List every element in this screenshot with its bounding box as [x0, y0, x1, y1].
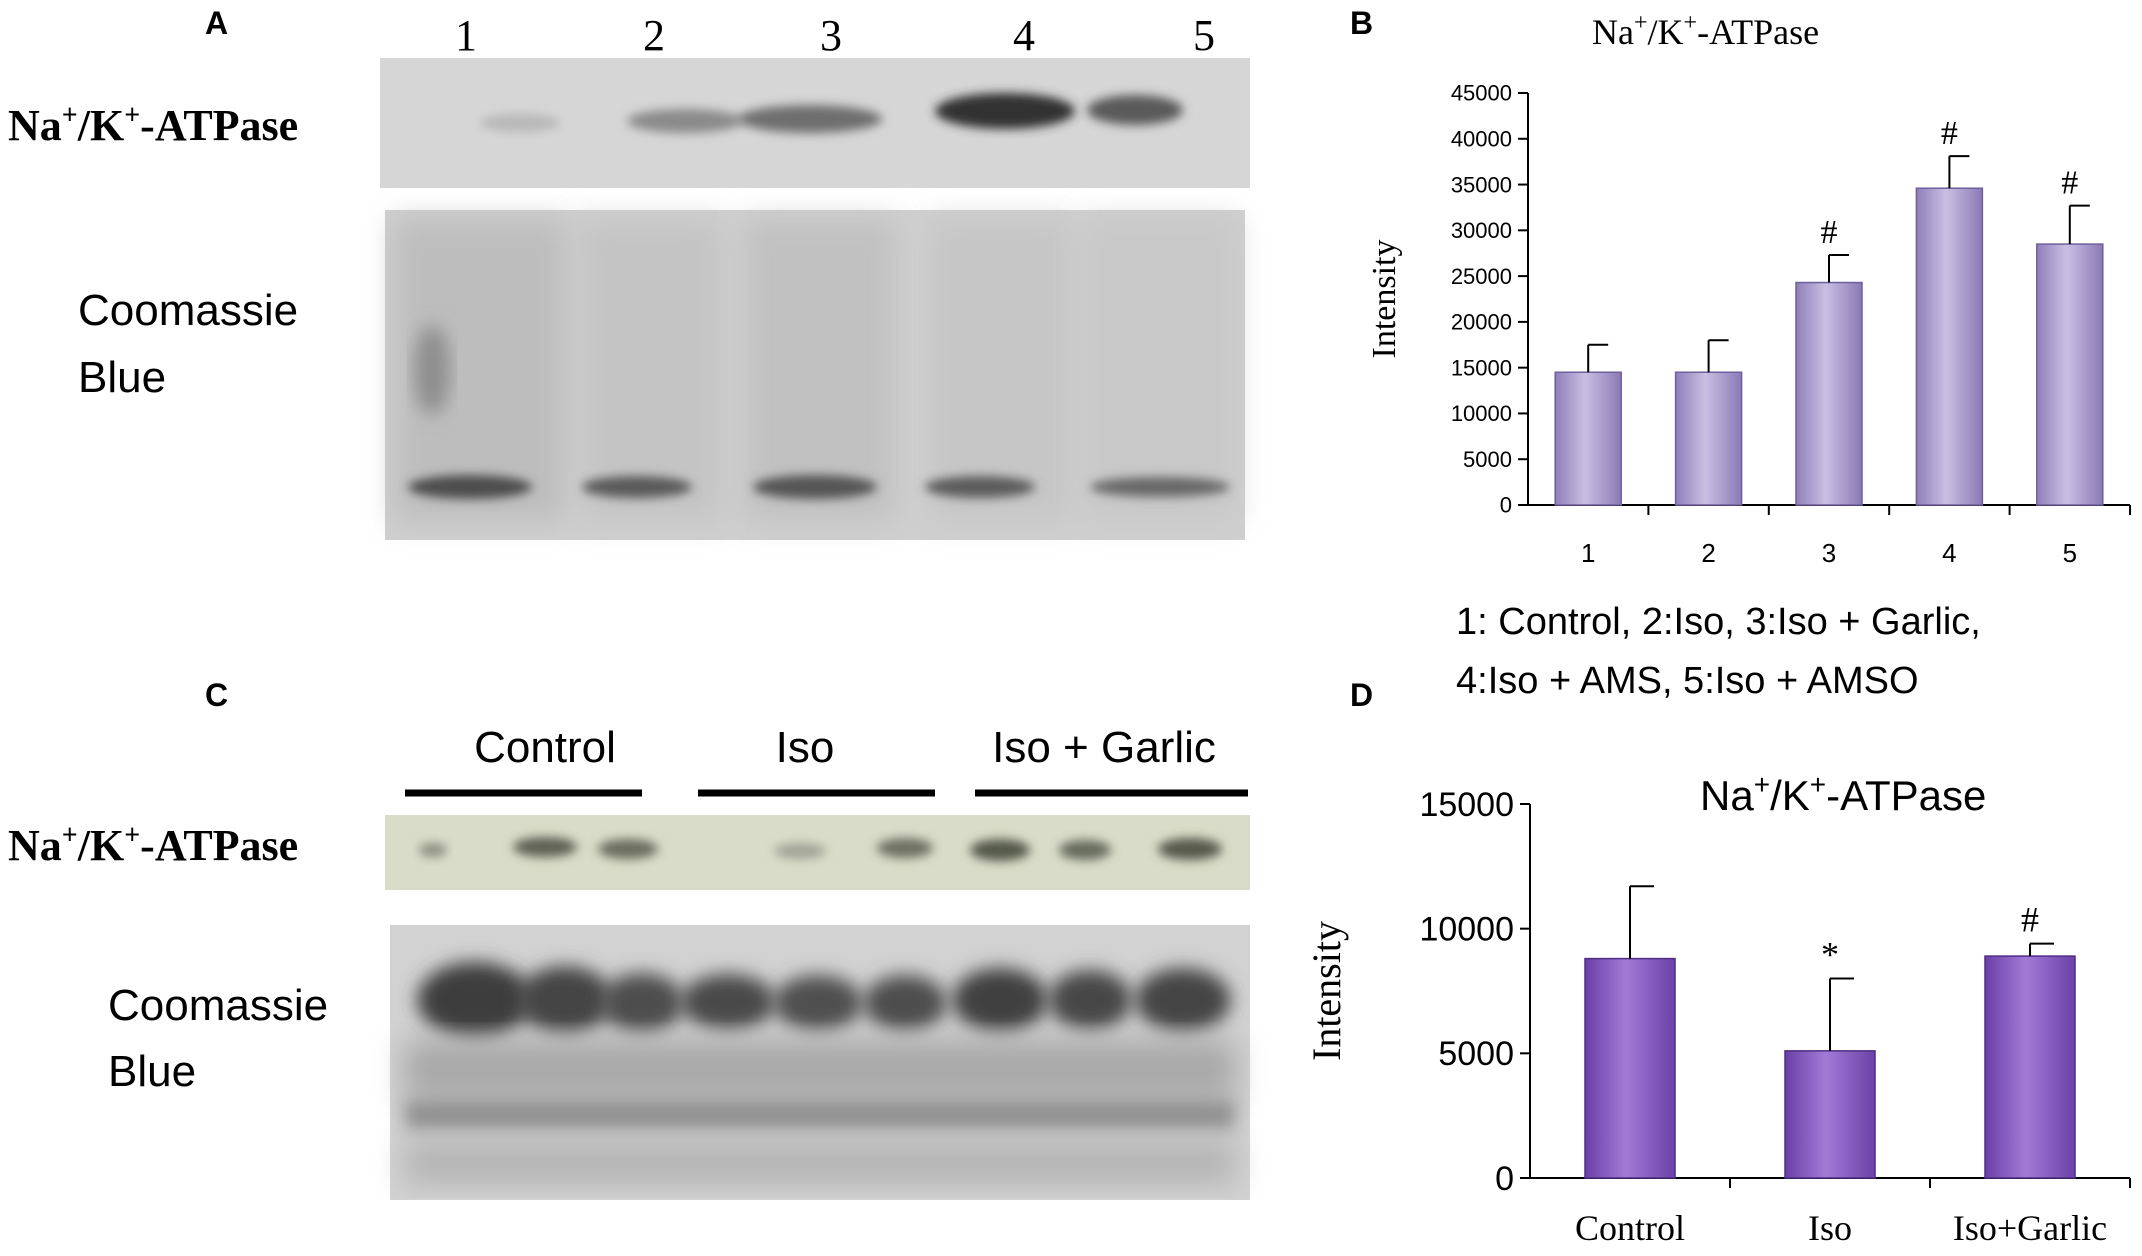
lane-number: 4 [1013, 11, 1035, 60]
bar [2036, 243, 2104, 506]
lane-number: 5 [1193, 11, 1215, 60]
stain-label-line2-c: Blue [108, 1047, 196, 1096]
y-tick-label: 40000 [1451, 126, 1512, 151]
x-tick-label: Iso [1808, 1208, 1852, 1248]
panel-letter-a: A [205, 5, 228, 41]
y-tick-label: 35000 [1451, 172, 1512, 197]
y-tick-label: 25000 [1451, 264, 1512, 289]
x-tick-label: Iso+Garlic [1953, 1208, 2107, 1248]
bar [1584, 957, 1676, 1179]
significance-mark: * [1821, 935, 1839, 975]
protein-label-a: Na+/K+-ATPase [8, 100, 298, 150]
y-tick-label: 0 [1495, 1160, 1514, 1198]
y-axis-label: Intensity [1304, 921, 1349, 1061]
bar [1915, 187, 1984, 506]
bar [1674, 371, 1743, 506]
x-tick-label: 5 [2063, 538, 2077, 568]
y-tick-label: 30000 [1451, 218, 1512, 243]
lane-number: 1 [455, 11, 477, 60]
group-label: Iso + Garlic [992, 723, 1216, 772]
lane-numbers-a: 1 2 3 4 5 [455, 11, 1215, 60]
stain-label-line2-a: Blue [78, 353, 166, 402]
significance-mark: # [1941, 115, 1958, 152]
y-axis-label: Intensity [1366, 240, 1403, 359]
y-tick-label: 10000 [1451, 401, 1512, 426]
bar [1784, 1050, 1876, 1179]
western-blot-a [380, 58, 1250, 188]
group-labels-c: Control Iso Iso + Garlic [474, 723, 1216, 772]
y-tick-label: 45000 [1451, 81, 1512, 106]
bar-chart-b: 0 5000 10000 15000 20000 25000 30000 35000 40000… [1366, 81, 2131, 568]
significance-mark: # [2061, 165, 2078, 202]
x-tick-label: 2 [1701, 538, 1715, 568]
y-tick-label: 10000 [1419, 911, 1514, 949]
western-blot-c [385, 815, 1250, 890]
panel-letter-b: B [1350, 5, 1373, 41]
y-tick-label: 15000 [1451, 355, 1512, 380]
x-tick-label: 3 [1822, 538, 1836, 568]
bar-chart-d: 0 5000 10000 15000 Control * Iso # Iso+Garlic Int… [1304, 786, 2131, 1248]
stain-label-line1-c: Coomassie [108, 981, 328, 1030]
x-tick-label: Control [1575, 1208, 1685, 1248]
coomassie-gel-a [385, 210, 1245, 540]
x-tick-label: 4 [1942, 538, 1956, 568]
chart-b-title: Na+/K+-ATPase [1592, 10, 1819, 52]
coomassie-gel-c [390, 925, 1250, 1200]
group-label: Iso [776, 723, 835, 772]
y-tick-label: 5000 [1463, 447, 1512, 472]
panel-letter-c: C [205, 677, 228, 713]
chart-d-title: Na+/K+-ATPase [1700, 769, 1986, 819]
bar [1795, 281, 1863, 506]
significance-mark: # [1821, 214, 1838, 251]
significance-mark: # [2021, 900, 2039, 940]
panel-letter-d: D [1350, 677, 1373, 713]
y-tick-label: 0 [1500, 493, 1512, 518]
group-label: Control [474, 723, 616, 772]
legend-line2: 4:Iso + AMS, 5:Iso + AMSO [1456, 660, 1919, 702]
y-tick-label: 20000 [1451, 310, 1512, 335]
y-tick-label: 5000 [1438, 1035, 1514, 1073]
bar [1554, 371, 1622, 506]
legend-line1: 1: Control, 2:Iso, 3:Iso + Garlic, [1456, 601, 1981, 643]
protein-label-c: Na+/K+-ATPase [8, 820, 298, 870]
lane-number: 3 [820, 11, 842, 60]
stain-label-line1-a: Coomassie [78, 286, 298, 335]
y-tick-label: 15000 [1419, 786, 1514, 824]
x-tick-label: 1 [1581, 538, 1595, 568]
lane-number: 2 [643, 11, 665, 60]
bar [1984, 955, 2076, 1179]
